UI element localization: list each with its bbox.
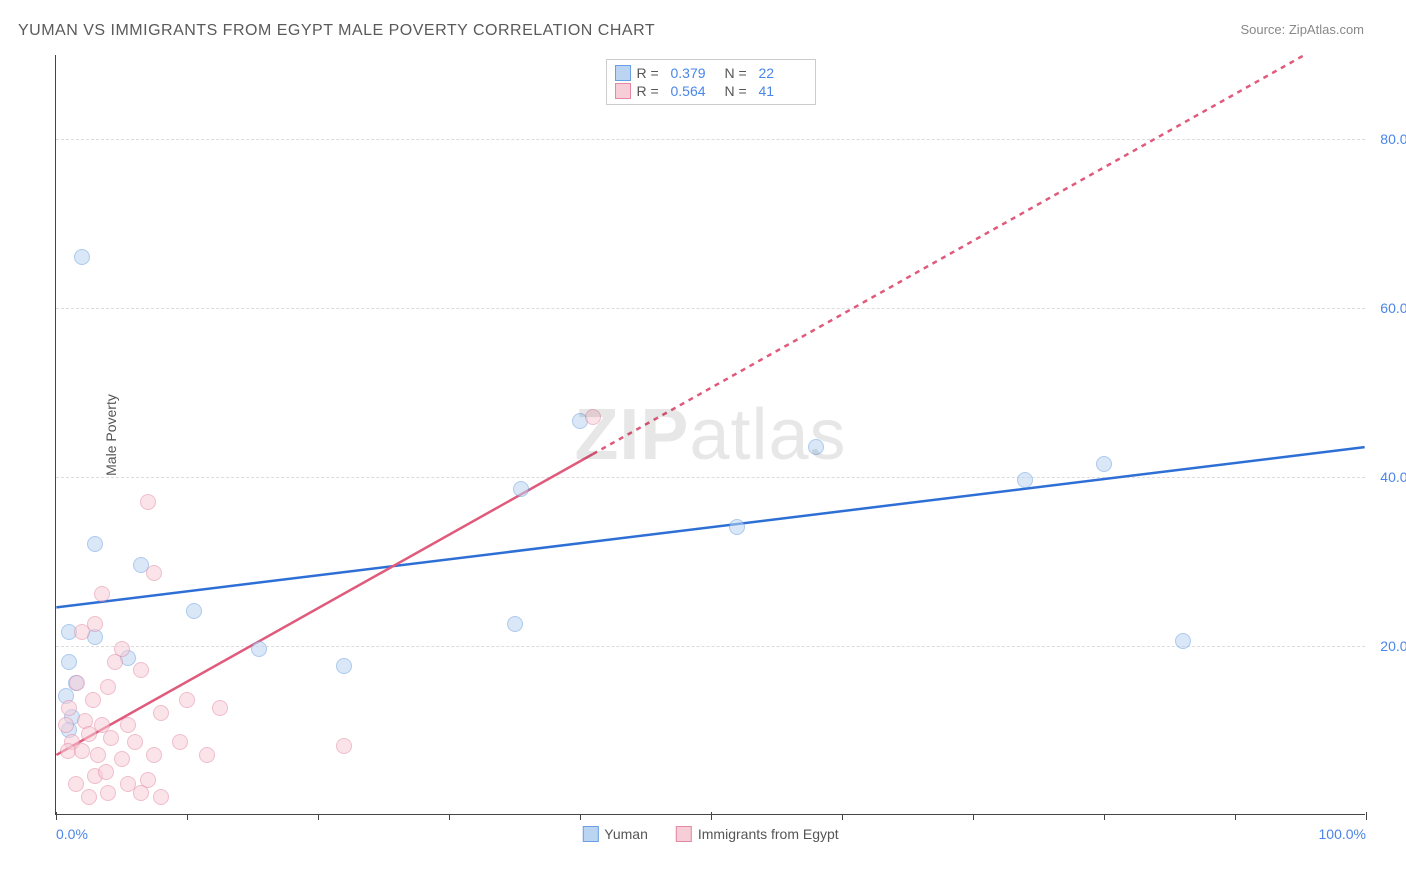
scatter-point — [186, 603, 202, 619]
legend-n-value: 41 — [759, 83, 807, 99]
legend-series-label: Immigrants from Egypt — [698, 826, 839, 842]
scatter-point — [1096, 456, 1112, 472]
scatter-point — [81, 789, 97, 805]
scatter-point — [127, 734, 143, 750]
scatter-point — [98, 764, 114, 780]
scatter-point — [114, 751, 130, 767]
scatter-point — [585, 409, 601, 425]
legend-r-label: R = — [637, 65, 665, 81]
y-tick-label: 80.0% — [1370, 131, 1406, 147]
legend-swatch — [615, 83, 631, 99]
scatter-point — [153, 789, 169, 805]
scatter-point — [153, 705, 169, 721]
scatter-point — [61, 654, 77, 670]
legend-n-label: N = — [725, 83, 753, 99]
y-tick-label: 20.0% — [1370, 638, 1406, 654]
scatter-point — [58, 717, 74, 733]
scatter-point — [90, 747, 106, 763]
scatter-point — [179, 692, 195, 708]
gridline-horizontal — [56, 308, 1365, 309]
scatter-point — [100, 679, 116, 695]
legend-swatch — [676, 826, 692, 842]
scatter-point — [68, 776, 84, 792]
scatter-point — [74, 624, 90, 640]
y-tick-label: 40.0% — [1370, 469, 1406, 485]
scatter-point — [74, 743, 90, 759]
trend-line — [56, 454, 592, 755]
scatter-point — [212, 700, 228, 716]
legend-correlation-row: R = 0.379 N = 22 — [615, 64, 807, 82]
scatter-point — [74, 249, 90, 265]
trend-line — [593, 55, 1305, 454]
legend-swatch — [582, 826, 598, 842]
plot-area: Male Poverty 20.0%40.0%60.0%80.0%0.0%100… — [55, 55, 1365, 815]
scatter-point — [85, 692, 101, 708]
legend-n-value: 22 — [759, 65, 807, 81]
x-tick-label: 0.0% — [56, 826, 88, 842]
scatter-point — [336, 658, 352, 674]
scatter-point — [61, 700, 77, 716]
watermark: ZIPatlas — [574, 394, 846, 476]
source-label: Source: ZipAtlas.com — [1240, 22, 1364, 37]
x-tick — [318, 815, 319, 820]
scatter-point — [507, 616, 523, 632]
scatter-point — [140, 494, 156, 510]
chart-title: YUMAN VS IMMIGRANTS FROM EGYPT MALE POVE… — [18, 22, 655, 40]
x-tick — [1366, 812, 1367, 820]
scatter-point — [146, 565, 162, 581]
scatter-point — [100, 785, 116, 801]
scatter-point — [81, 726, 97, 742]
x-tick — [580, 815, 581, 820]
x-tick-label: 100.0% — [1319, 826, 1366, 842]
scatter-point — [513, 481, 529, 497]
scatter-point — [120, 717, 136, 733]
legend-correlation-row: R = 0.564 N = 41 — [615, 82, 807, 100]
trend-lines — [56, 55, 1365, 814]
scatter-point — [69, 675, 85, 691]
scatter-point — [172, 734, 188, 750]
legend-n-label: N = — [725, 65, 753, 81]
x-tick — [187, 815, 188, 820]
legend-correlation: R = 0.379 N = 22 R = 0.564 N = 41 — [606, 59, 816, 105]
scatter-point — [140, 772, 156, 788]
legend-series-item: Immigrants from Egypt — [676, 826, 839, 842]
watermark-rest: atlas — [689, 395, 846, 475]
scatter-point — [107, 654, 123, 670]
legend-r-label: R = — [637, 83, 665, 99]
scatter-point — [336, 738, 352, 754]
x-tick — [1104, 815, 1105, 820]
scatter-point — [87, 536, 103, 552]
x-tick — [973, 815, 974, 820]
legend-swatch — [615, 65, 631, 81]
legend-series: Yuman Immigrants from Egypt — [582, 826, 838, 842]
y-tick-label: 60.0% — [1370, 300, 1406, 316]
gridline-horizontal — [56, 477, 1365, 478]
y-axis-label: Male Poverty — [103, 394, 119, 476]
watermark-bold: ZIP — [574, 395, 689, 475]
scatter-point — [133, 662, 149, 678]
scatter-point — [94, 586, 110, 602]
legend-r-value: 0.379 — [671, 65, 719, 81]
scatter-point — [1017, 472, 1033, 488]
legend-series-item: Yuman — [582, 826, 648, 842]
scatter-point — [199, 747, 215, 763]
scatter-point — [251, 641, 267, 657]
scatter-point — [1175, 633, 1191, 649]
scatter-point — [146, 747, 162, 763]
x-tick — [842, 815, 843, 820]
gridline-horizontal — [56, 139, 1365, 140]
legend-series-label: Yuman — [604, 826, 648, 842]
x-tick — [449, 815, 450, 820]
scatter-point — [103, 730, 119, 746]
trend-line — [56, 447, 1364, 607]
x-tick — [56, 812, 57, 820]
x-tick — [1235, 815, 1236, 820]
scatter-point — [729, 519, 745, 535]
legend-r-value: 0.564 — [671, 83, 719, 99]
scatter-point — [808, 439, 824, 455]
x-tick — [711, 812, 712, 820]
